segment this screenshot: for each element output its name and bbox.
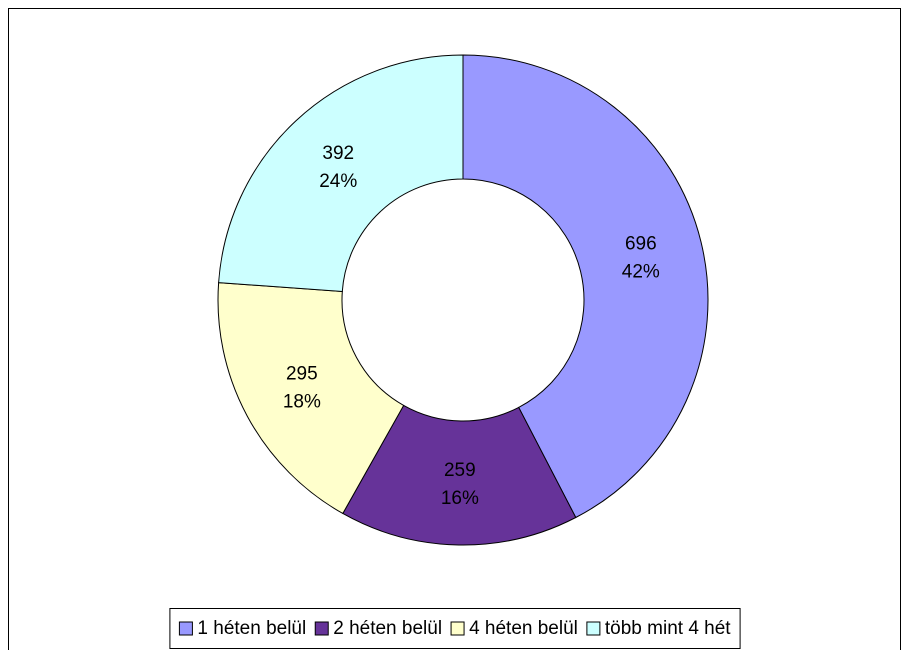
- donut-slice: [342, 404, 577, 546]
- percent-label: 24%: [319, 171, 357, 192]
- donut-slice: [462, 54, 709, 519]
- legend-label: 4 héten belül: [469, 618, 578, 639]
- value-label: 392: [322, 143, 354, 164]
- legend-swatch: [450, 621, 465, 636]
- percent-label: 42%: [622, 262, 660, 283]
- legend: 1 héten belül 2 héten belül 4 héten belül t…: [178, 618, 731, 639]
- legend-swatch: [178, 621, 193, 636]
- legend-box: [169, 608, 741, 649]
- legend-label: 1 héten belül: [197, 618, 306, 639]
- value-label: 259: [444, 460, 476, 481]
- percent-label: 18%: [283, 392, 321, 413]
- percent-label: 16%: [441, 488, 479, 509]
- legend-label: 2 héten belül: [333, 618, 442, 639]
- legend-label: több mint 4 hét: [605, 618, 731, 639]
- donut-slice: [217, 282, 405, 515]
- legend-swatch: [314, 621, 329, 636]
- legend-swatch: [586, 621, 601, 636]
- donut-slice: [218, 54, 464, 292]
- value-label: 295: [286, 364, 318, 385]
- value-label: 696: [625, 234, 657, 255]
